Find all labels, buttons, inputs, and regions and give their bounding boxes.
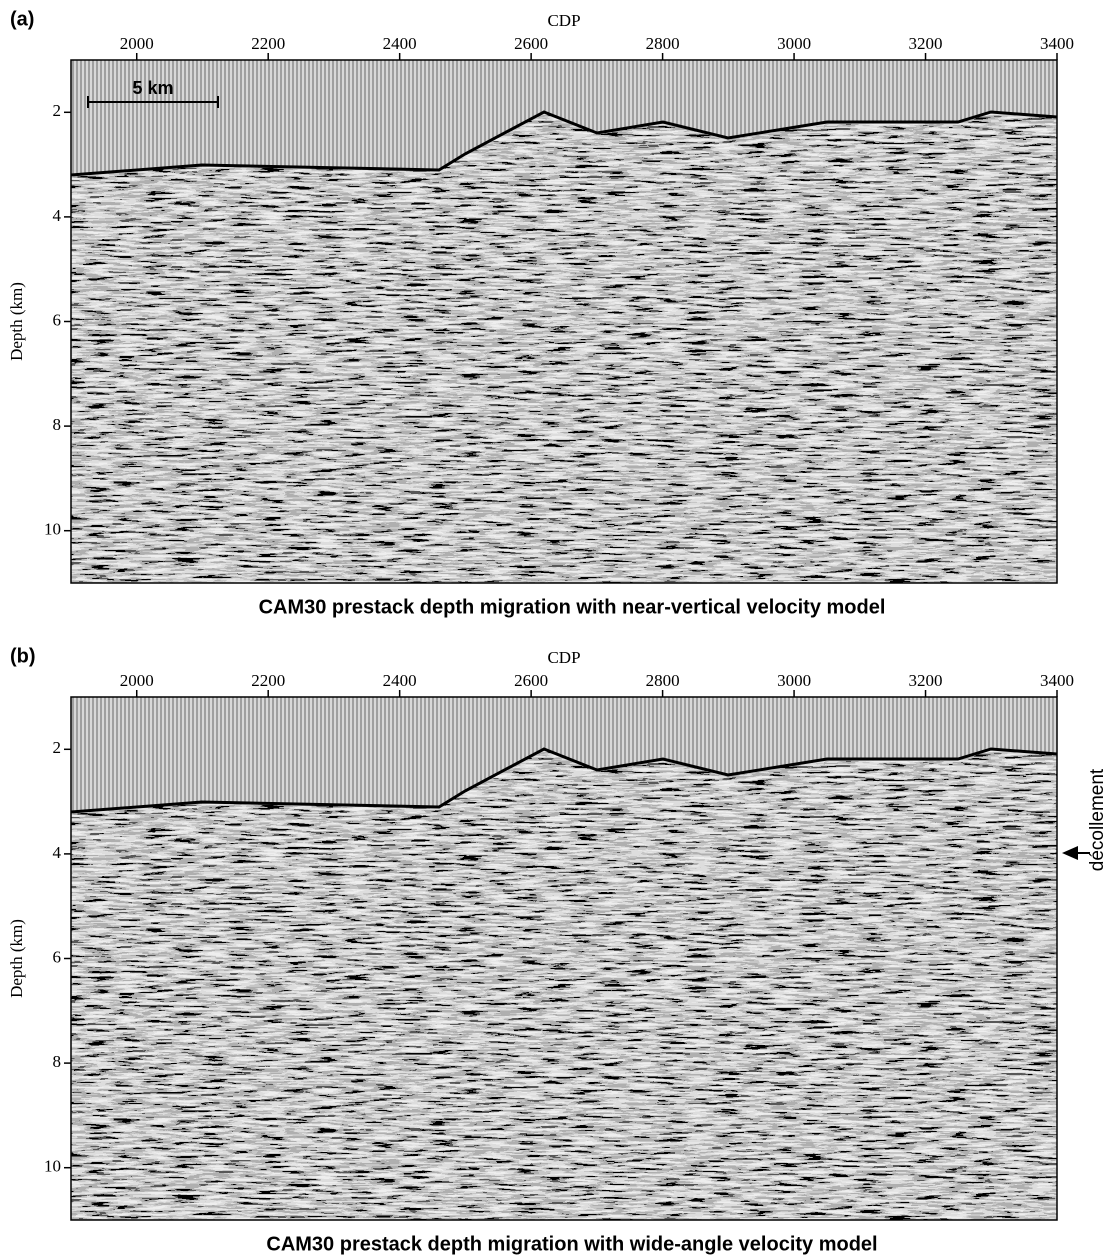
seafloor bbox=[70, 747, 1058, 814]
x-tick-label: 2400 bbox=[383, 671, 417, 690]
annotation: décollement bbox=[1087, 768, 1108, 871]
y-tick-label: 4 bbox=[53, 843, 62, 862]
x-tick-label: 3200 bbox=[909, 671, 943, 690]
caption: CAM30 prestack depth migration with wide… bbox=[266, 1233, 877, 1255]
y-axis-label: Depth (km) bbox=[7, 282, 26, 361]
x-tick-label: 3000 bbox=[777, 34, 811, 53]
x-tick-label: 2600 bbox=[514, 34, 548, 53]
x-tick-label: 2800 bbox=[646, 34, 680, 53]
x-tick-label: 3400 bbox=[1040, 671, 1074, 690]
y-tick-label: 10 bbox=[44, 520, 61, 539]
y-tick-label: 10 bbox=[44, 1157, 61, 1176]
panel-label: (b) bbox=[10, 645, 36, 667]
scale-bar-label: 5 km bbox=[132, 78, 173, 98]
x-axis-label: CDP bbox=[547, 648, 580, 667]
panel: 5 km (a) CDP Depth (km) CAM30 prestack dept… bbox=[7, 8, 1074, 618]
caption: CAM30 prestack depth migration with near… bbox=[259, 596, 886, 618]
y-tick-label: 2 bbox=[53, 101, 62, 120]
arrow-head bbox=[1062, 846, 1078, 860]
seismic-section bbox=[71, 112, 1057, 583]
x-tick-label: 3400 bbox=[1040, 34, 1074, 53]
panel-label: (a) bbox=[10, 8, 34, 30]
x-tick-label: 2600 bbox=[514, 671, 548, 690]
panel: décollement (b) CDP Depth (km) CAM30 presta… bbox=[7, 645, 1108, 1255]
y-tick-label: 4 bbox=[53, 206, 62, 225]
y-tick-label: 6 bbox=[53, 310, 62, 329]
x-tick-label: 2400 bbox=[383, 34, 417, 53]
y-tick-label: 8 bbox=[53, 415, 62, 434]
y-tick-label: 2 bbox=[53, 738, 62, 757]
x-tick-label: 2800 bbox=[646, 671, 680, 690]
x-tick-label: 3000 bbox=[777, 671, 811, 690]
seafloor bbox=[70, 110, 1058, 177]
x-tick-label: 2200 bbox=[251, 671, 285, 690]
y-tick-label: 6 bbox=[53, 947, 62, 966]
seismic-section bbox=[71, 749, 1057, 1220]
x-tick-label: 2200 bbox=[251, 34, 285, 53]
x-tick-label: 2000 bbox=[120, 671, 154, 690]
y-axis-label: Depth (km) bbox=[7, 919, 26, 998]
x-tick-label: 3200 bbox=[909, 34, 943, 53]
x-tick-label: 2000 bbox=[120, 34, 154, 53]
y-tick-label: 8 bbox=[53, 1052, 62, 1071]
x-axis-label: CDP bbox=[547, 11, 580, 30]
